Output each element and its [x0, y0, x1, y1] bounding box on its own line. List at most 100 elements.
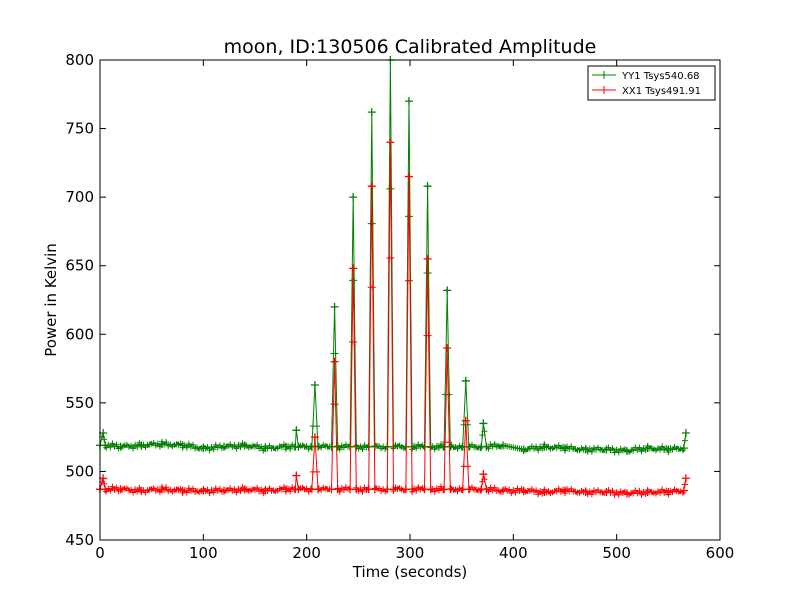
series-marker	[388, 185, 395, 192]
data-point	[178, 441, 187, 450]
data-point	[408, 485, 417, 494]
series-marker	[454, 488, 461, 495]
series-marker	[659, 486, 666, 493]
series-marker	[183, 444, 190, 451]
series-0	[96, 56, 690, 456]
y-tick-label: 600	[65, 325, 94, 343]
data-point	[199, 444, 208, 453]
data-point	[643, 444, 652, 453]
legend-label: YY1 Tsys540.68	[621, 71, 700, 82]
series-marker	[351, 277, 358, 284]
series-marker	[438, 483, 444, 490]
data-point	[461, 416, 470, 425]
data-point	[482, 442, 491, 451]
series-marker	[512, 489, 519, 496]
data-point	[282, 485, 290, 494]
data-point	[333, 442, 342, 451]
y-tick-label: 550	[65, 394, 94, 412]
series-marker	[555, 442, 562, 449]
series-marker	[636, 444, 643, 451]
series-marker	[425, 332, 432, 339]
data-point	[643, 488, 652, 496]
series-marker	[130, 489, 137, 496]
x-tick-label: 100	[189, 544, 218, 562]
data-point	[116, 442, 125, 451]
data-point	[443, 344, 452, 352]
data-point	[426, 442, 435, 451]
series-marker	[481, 428, 488, 435]
data-point	[330, 302, 339, 311]
y-tick-label: 800	[65, 51, 94, 69]
series-marker	[101, 480, 108, 487]
data-point	[261, 444, 270, 453]
data-point	[349, 193, 358, 202]
data-point	[623, 446, 631, 455]
series-marker	[130, 445, 137, 452]
series-marker	[233, 489, 240, 496]
series-marker	[113, 441, 120, 448]
series-marker	[636, 487, 643, 494]
data-point	[294, 442, 303, 451]
data-point	[519, 445, 528, 454]
series-marker	[638, 448, 645, 455]
series-marker	[332, 401, 339, 408]
series-marker	[206, 490, 213, 497]
legend: YY1 Tsys540.68 XX1 Tsys491.91	[587, 65, 716, 101]
data-point	[178, 486, 187, 495]
data-point	[681, 474, 690, 483]
series-marker	[425, 270, 432, 277]
series-marker	[369, 220, 376, 227]
data-point	[240, 485, 249, 494]
data-point	[540, 442, 549, 451]
series-marker	[588, 448, 595, 455]
series-marker	[388, 254, 395, 261]
series-marker	[163, 484, 170, 491]
series-marker	[359, 488, 366, 495]
series-marker	[609, 445, 616, 452]
data-point	[101, 441, 110, 450]
series-marker	[413, 487, 420, 494]
series-marker	[609, 487, 616, 494]
data-point	[292, 471, 301, 480]
data-point	[199, 486, 208, 495]
data-point	[464, 442, 473, 451]
series-marker	[638, 491, 645, 498]
data-point	[581, 445, 590, 454]
series-marker	[413, 445, 420, 452]
series-marker	[435, 487, 442, 494]
y-tick-label: 500	[65, 462, 94, 480]
series-marker	[206, 447, 213, 454]
data-point	[561, 486, 569, 495]
data-point	[310, 433, 319, 442]
y-tick-label: 750	[65, 120, 94, 138]
series-marker	[314, 468, 320, 475]
series-marker	[681, 437, 688, 444]
data-point	[423, 182, 432, 191]
series-marker	[287, 445, 294, 452]
series-marker	[615, 491, 622, 498]
data-point	[261, 486, 270, 495]
data-point	[158, 440, 166, 448]
data-point	[333, 485, 342, 494]
data-point	[367, 182, 376, 191]
data-point	[540, 488, 549, 496]
series-marker	[258, 486, 265, 493]
x-axis-label: Time (seconds)	[352, 563, 468, 581]
series-marker	[431, 446, 438, 453]
plot-area	[96, 56, 690, 498]
data-point	[426, 485, 435, 494]
series-marker	[479, 432, 486, 439]
data-point	[389, 485, 398, 494]
series-marker	[535, 447, 542, 454]
series-marker	[163, 439, 170, 446]
series-marker	[454, 445, 461, 452]
x-axis: 0 100 200 300 400 500 600	[95, 60, 734, 562]
data-point	[461, 376, 470, 385]
data-point	[479, 470, 488, 479]
series-marker	[254, 484, 261, 491]
data-point	[602, 445, 611, 454]
data-point	[220, 442, 228, 451]
x-tick-label: 0	[95, 544, 105, 562]
series-marker	[369, 284, 376, 291]
series-marker	[237, 488, 244, 495]
